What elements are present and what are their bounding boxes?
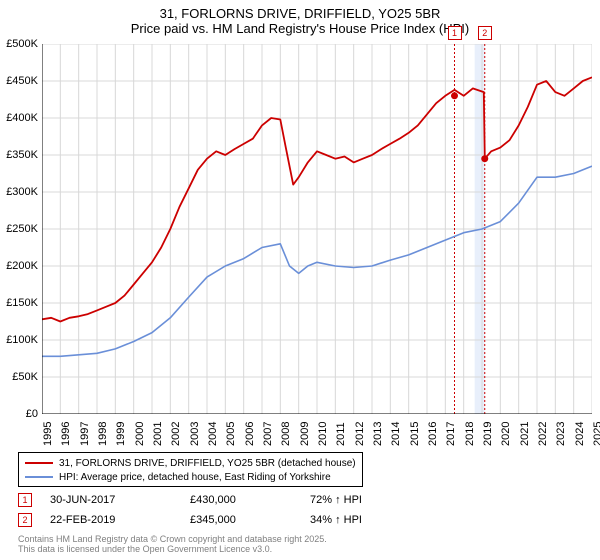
x-tick-label: 2020 [500,422,512,446]
footer-line2: This data is licensed under the Open Gov… [18,544,327,554]
title-line2: Price paid vs. HM Land Registry's House … [0,21,600,36]
marker-row: 2 22-FEB-2019£345,00034% ↑ HPI [18,510,362,530]
marker-hpi: 72% ↑ HPI [310,494,362,506]
x-tick-label: 2014 [390,422,402,446]
chart-container: 31, FORLORNS DRIVE, DRIFFIELD, YO25 5BR … [0,0,600,560]
x-tick-label: 2007 [262,422,274,446]
legend-label: 31, FORLORNS DRIVE, DRIFFIELD, YO25 5BR … [59,458,356,469]
y-tick-label: £0 [0,408,38,420]
y-tick-label: £100K [0,334,38,346]
x-tick-label: 2012 [354,422,366,446]
marker-table: 1 30-JUN-2017£430,00072% ↑ HPI 2 22-FEB-201… [18,490,362,530]
y-tick-label: £200K [0,260,38,272]
x-tick-label: 2024 [574,422,586,446]
marker-index: 1 [18,493,32,507]
y-tick-label: £400K [0,112,38,124]
title-block: 31, FORLORNS DRIVE, DRIFFIELD, YO25 5BR … [0,0,600,36]
x-tick-label: 2013 [372,422,384,446]
legend-swatch [25,462,53,464]
x-tick-label: 2005 [225,422,237,446]
title-line1: 31, FORLORNS DRIVE, DRIFFIELD, YO25 5BR [0,6,600,21]
marker-price: £345,000 [190,514,310,526]
marker-callout: 2 [478,26,492,40]
y-tick-label: £350K [0,149,38,161]
footer-line1: Contains HM Land Registry data © Crown c… [18,534,327,544]
x-tick-label: 1995 [42,422,54,446]
x-tick-label: 2021 [519,422,531,446]
plot-svg [42,44,592,414]
y-tick-label: £500K [0,38,38,50]
legend-row: HPI: Average price, detached house, East… [25,470,356,484]
x-tick-label: 2003 [189,422,201,446]
x-tick-label: 2022 [537,422,549,446]
x-tick-label: 2002 [170,422,182,446]
footer: Contains HM Land Registry data © Crown c… [18,534,327,554]
x-tick-label: 2023 [555,422,567,446]
x-tick-label: 2015 [409,422,421,446]
x-tick-label: 2018 [464,422,476,446]
marker-hpi: 34% ↑ HPI [310,514,362,526]
y-tick-label: £300K [0,186,38,198]
x-tick-label: 1999 [115,422,127,446]
legend-row: 31, FORLORNS DRIVE, DRIFFIELD, YO25 5BR … [25,456,356,470]
x-tick-label: 2016 [427,422,439,446]
x-tick-label: 2011 [335,422,347,446]
x-tick-label: 2009 [299,422,311,446]
x-tick-label: 1997 [79,422,91,446]
chart-area: £0£50K£100K£150K£200K£250K£300K£350K£400… [42,44,592,414]
marker-date: 22-FEB-2019 [50,514,190,526]
y-tick-label: £50K [0,371,38,383]
x-tick-label: 2006 [244,422,256,446]
marker-row: 1 30-JUN-2017£430,00072% ↑ HPI [18,490,362,510]
marker-callout: 1 [448,26,462,40]
marker-date: 30-JUN-2017 [50,494,190,506]
x-tick-label: 2019 [482,422,494,446]
legend-swatch [25,476,53,478]
x-tick-label: 2017 [445,422,457,446]
x-tick-label: 2004 [207,422,219,446]
x-tick-label: 1996 [60,422,72,446]
x-tick-label: 2010 [317,422,329,446]
y-tick-label: £450K [0,75,38,87]
x-tick-label: 2000 [134,422,146,446]
x-tick-label: 2001 [152,422,164,446]
marker-price: £430,000 [190,494,310,506]
x-tick-label: 2025 [592,422,600,446]
x-tick-label: 2008 [280,422,292,446]
legend: 31, FORLORNS DRIVE, DRIFFIELD, YO25 5BR … [18,452,363,487]
legend-label: HPI: Average price, detached house, East… [59,472,331,483]
y-tick-label: £150K [0,297,38,309]
y-tick-label: £250K [0,223,38,235]
marker-index: 2 [18,513,32,527]
x-tick-label: 1998 [97,422,109,446]
